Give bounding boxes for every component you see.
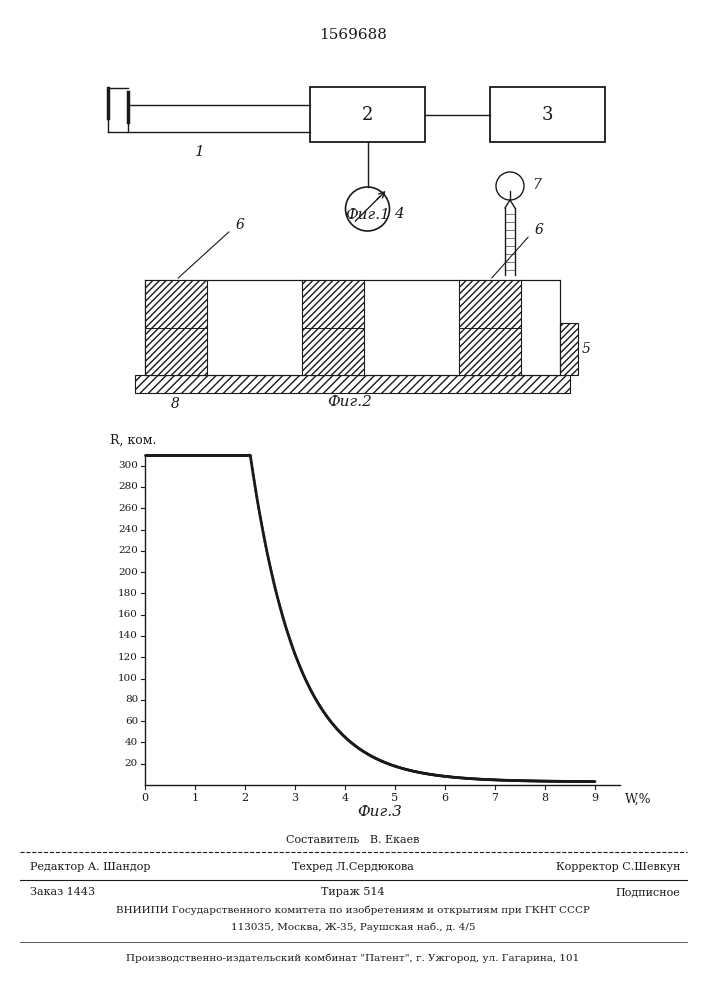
Text: Подписное: Подписное xyxy=(615,887,680,897)
Text: W,%: W,% xyxy=(625,793,651,806)
Text: 8: 8 xyxy=(170,397,180,411)
Text: 2: 2 xyxy=(362,105,373,123)
Text: 100: 100 xyxy=(118,674,138,683)
Text: 140: 140 xyxy=(118,631,138,640)
Text: Составитель   В. Екаев: Составитель В. Екаев xyxy=(286,835,420,845)
Text: Фиг.1: Фиг.1 xyxy=(345,208,390,222)
Text: 180: 180 xyxy=(118,589,138,598)
Text: 6: 6 xyxy=(236,218,245,232)
Text: 3: 3 xyxy=(542,105,554,123)
Text: Производственно-издательский комбинат "Патент", г. Ужгород, ул. Гагарина, 101: Производственно-издательский комбинат "П… xyxy=(127,953,580,963)
Bar xyxy=(135,375,570,393)
Text: 4: 4 xyxy=(341,793,349,803)
Text: 1569688: 1569688 xyxy=(319,28,387,42)
Text: 200: 200 xyxy=(118,568,138,577)
Text: 5: 5 xyxy=(392,793,399,803)
Text: Техред Л.Сердюкова: Техред Л.Сердюкова xyxy=(292,862,414,872)
Text: 4: 4 xyxy=(395,207,404,221)
Circle shape xyxy=(346,187,390,231)
Text: 240: 240 xyxy=(118,525,138,534)
Text: Тираж 514: Тираж 514 xyxy=(321,887,385,897)
Text: 9: 9 xyxy=(592,793,599,803)
Text: 1: 1 xyxy=(192,793,199,803)
Text: 113035, Москва, Ж-35, Раушская наб., д. 4/5: 113035, Москва, Ж-35, Раушская наб., д. … xyxy=(230,922,475,932)
Text: 300: 300 xyxy=(118,461,138,470)
Text: 40: 40 xyxy=(124,738,138,747)
Circle shape xyxy=(496,172,524,200)
Text: R, ком.: R, ком. xyxy=(110,434,156,446)
Text: ВНИИПИ Государственного комитета по изобретениям и открытиям при ГКНТ СССР: ВНИИПИ Государственного комитета по изоб… xyxy=(116,905,590,915)
Text: 6: 6 xyxy=(535,223,544,237)
Text: 260: 260 xyxy=(118,504,138,513)
Text: 6: 6 xyxy=(441,793,448,803)
Text: Редактор А. Шандор: Редактор А. Шандор xyxy=(30,862,151,872)
Text: 7: 7 xyxy=(532,178,541,192)
Text: 3: 3 xyxy=(291,793,298,803)
Bar xyxy=(310,87,425,142)
Text: Фиг.2: Фиг.2 xyxy=(327,395,373,409)
Text: 60: 60 xyxy=(124,717,138,726)
Text: 7: 7 xyxy=(491,793,498,803)
Text: 8: 8 xyxy=(542,793,549,803)
Bar xyxy=(145,280,207,375)
Bar xyxy=(145,280,560,375)
Text: Корректор С.Шевкун: Корректор С.Шевкун xyxy=(556,862,680,872)
Text: 220: 220 xyxy=(118,546,138,555)
Text: 2: 2 xyxy=(241,793,249,803)
Text: 80: 80 xyxy=(124,695,138,704)
Text: 280: 280 xyxy=(118,482,138,491)
Text: 1: 1 xyxy=(195,145,205,159)
Text: 0: 0 xyxy=(141,793,148,803)
Text: 160: 160 xyxy=(118,610,138,619)
Text: Заказ 1443: Заказ 1443 xyxy=(30,887,95,897)
Bar xyxy=(302,280,364,375)
Bar xyxy=(459,280,521,375)
Text: 20: 20 xyxy=(124,759,138,768)
Text: Фиг.3: Фиг.3 xyxy=(358,805,402,819)
Text: 120: 120 xyxy=(118,653,138,662)
Text: 5: 5 xyxy=(582,342,591,356)
Bar xyxy=(490,87,605,142)
Bar xyxy=(560,323,578,375)
